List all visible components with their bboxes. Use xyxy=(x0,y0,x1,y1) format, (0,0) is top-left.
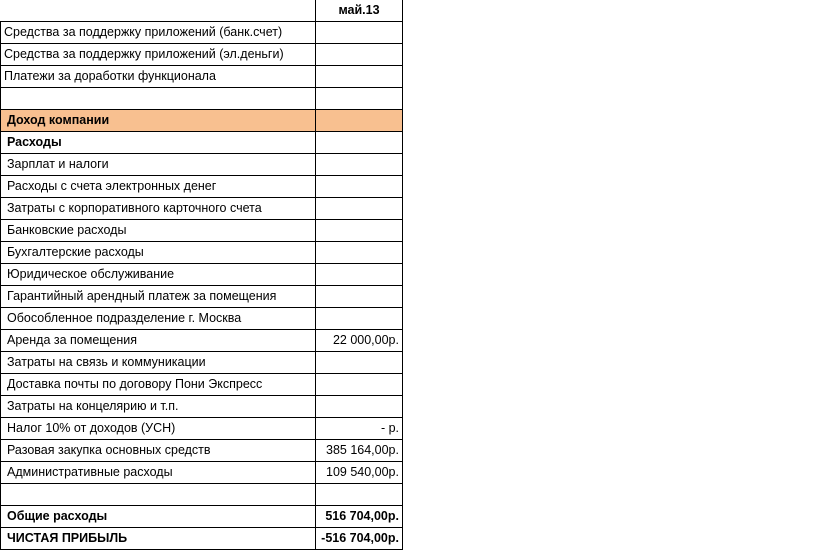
table-row: Обособленное подразделение г. Москва xyxy=(0,307,403,330)
row-value-cell[interactable]: -516 704,00р. xyxy=(315,527,403,550)
row-label-cell[interactable]: Средства за поддержку приложений (эл.ден… xyxy=(0,43,316,66)
table-row: Доставка почты по договору Пони Экспресс xyxy=(0,373,403,396)
row-value-cell[interactable]: 385 164,00р. xyxy=(315,439,403,462)
row-label-cell[interactable]: Банковские расходы xyxy=(0,219,316,242)
row-value-cell[interactable] xyxy=(315,65,403,88)
row-label-cell[interactable]: Расходы с счета электронных денег xyxy=(0,175,316,198)
row-value-cell[interactable] xyxy=(315,263,403,286)
row-value-cell[interactable] xyxy=(315,307,403,330)
column-header-may-13[interactable]: май.13 xyxy=(315,0,403,22)
table-row: Затраты с корпоративного карточного счет… xyxy=(0,197,403,220)
row-value-cell[interactable] xyxy=(315,241,403,264)
table-row: Аренда за помещения 22 000,00р. xyxy=(0,329,403,352)
row-value-cell[interactable]: 516 704,00р. xyxy=(315,505,403,528)
row-label-cell[interactable]: Затраты на концелярию и т.п. xyxy=(0,395,316,418)
table-row: Расходы с счета электронных денег xyxy=(0,175,403,198)
table-row: Средства за поддержку приложений (банк.с… xyxy=(0,21,403,44)
row-label-cell[interactable]: Доход компании xyxy=(0,109,316,132)
table-row: Общие расходы 516 704,00р. xyxy=(0,505,403,528)
row-value-cell[interactable] xyxy=(315,373,403,396)
table-row: Гарантийный арендный платеж за помещения xyxy=(0,285,403,308)
row-label-cell[interactable]: Расходы xyxy=(0,131,316,154)
table-row: Доход компании xyxy=(0,109,403,132)
spreadsheet-table: май.13 Средства за поддержку приложений … xyxy=(0,0,403,550)
row-label-cell[interactable]: Разовая закупка основных средств xyxy=(0,439,316,462)
table-row: ЧИСТАЯ ПРИБЫЛЬ -516 704,00р. xyxy=(0,527,403,550)
table-row: Банковские расходы xyxy=(0,219,403,242)
table-row: Налог 10% от доходов (УСН) - р. xyxy=(0,417,403,440)
row-value-cell[interactable] xyxy=(315,87,403,110)
row-label-cell[interactable] xyxy=(0,483,316,506)
row-value-cell[interactable] xyxy=(315,109,403,132)
table-row: Расходы xyxy=(0,131,403,154)
table-row: Затраты на связь и коммуникации xyxy=(0,351,403,374)
row-value-cell[interactable] xyxy=(315,175,403,198)
table-row xyxy=(0,87,403,110)
row-value-cell[interactable] xyxy=(315,131,403,154)
row-value-cell[interactable] xyxy=(315,395,403,418)
row-label-cell[interactable]: ЧИСТАЯ ПРИБЫЛЬ xyxy=(0,527,316,550)
header-row: май.13 xyxy=(0,0,403,22)
row-label-cell[interactable]: Бухгалтерские расходы xyxy=(0,241,316,264)
row-label-cell[interactable]: Затраты на связь и коммуникации xyxy=(0,351,316,374)
row-label-cell[interactable]: Доставка почты по договору Пони Экспресс xyxy=(0,373,316,396)
row-label-cell[interactable]: Административные расходы xyxy=(0,461,316,484)
row-value-cell[interactable] xyxy=(315,153,403,176)
row-label-cell[interactable]: Обособленное подразделение г. Москва xyxy=(0,307,316,330)
row-value-cell[interactable] xyxy=(315,43,403,66)
table-row: Платежи за доработки функционала xyxy=(0,65,403,88)
row-value-cell[interactable]: 109 540,00р. xyxy=(315,461,403,484)
row-value-cell[interactable]: 22 000,00р. xyxy=(315,329,403,352)
row-label-cell[interactable]: Гарантийный арендный платеж за помещения xyxy=(0,285,316,308)
row-label-cell[interactable]: Юридическое обслуживание xyxy=(0,263,316,286)
row-label-cell[interactable]: Налог 10% от доходов (УСН) xyxy=(0,417,316,440)
row-value-cell[interactable] xyxy=(315,351,403,374)
table-row xyxy=(0,483,403,506)
row-value-cell[interactable] xyxy=(315,21,403,44)
row-label-cell[interactable]: Затраты с корпоративного карточного счет… xyxy=(0,197,316,220)
header-label-cell[interactable] xyxy=(0,0,316,22)
table-row: Средства за поддержку приложений (эл.ден… xyxy=(0,43,403,66)
row-value-cell[interactable] xyxy=(315,219,403,242)
table-row: Разовая закупка основных средств 385 164,… xyxy=(0,439,403,462)
row-label-cell[interactable]: Зарплат и налоги xyxy=(0,153,316,176)
table-row: Затраты на концелярию и т.п. xyxy=(0,395,403,418)
table-row: Юридическое обслуживание xyxy=(0,263,403,286)
row-value-cell[interactable] xyxy=(315,285,403,308)
row-value-cell[interactable] xyxy=(315,197,403,220)
row-label-cell[interactable]: Платежи за доработки функционала xyxy=(0,65,316,88)
row-value-cell[interactable] xyxy=(315,483,403,506)
table-row: Административные расходы 109 540,00р. xyxy=(0,461,403,484)
row-label-cell[interactable]: Средства за поддержку приложений (банк.с… xyxy=(0,21,316,44)
row-label-cell[interactable]: Аренда за помещения xyxy=(0,329,316,352)
row-label-cell[interactable]: Общие расходы xyxy=(0,505,316,528)
table-row: Бухгалтерские расходы xyxy=(0,241,403,264)
row-value-cell[interactable]: - р. xyxy=(315,417,403,440)
row-label-cell[interactable] xyxy=(0,87,316,110)
table-row: Зарплат и налоги xyxy=(0,153,403,176)
